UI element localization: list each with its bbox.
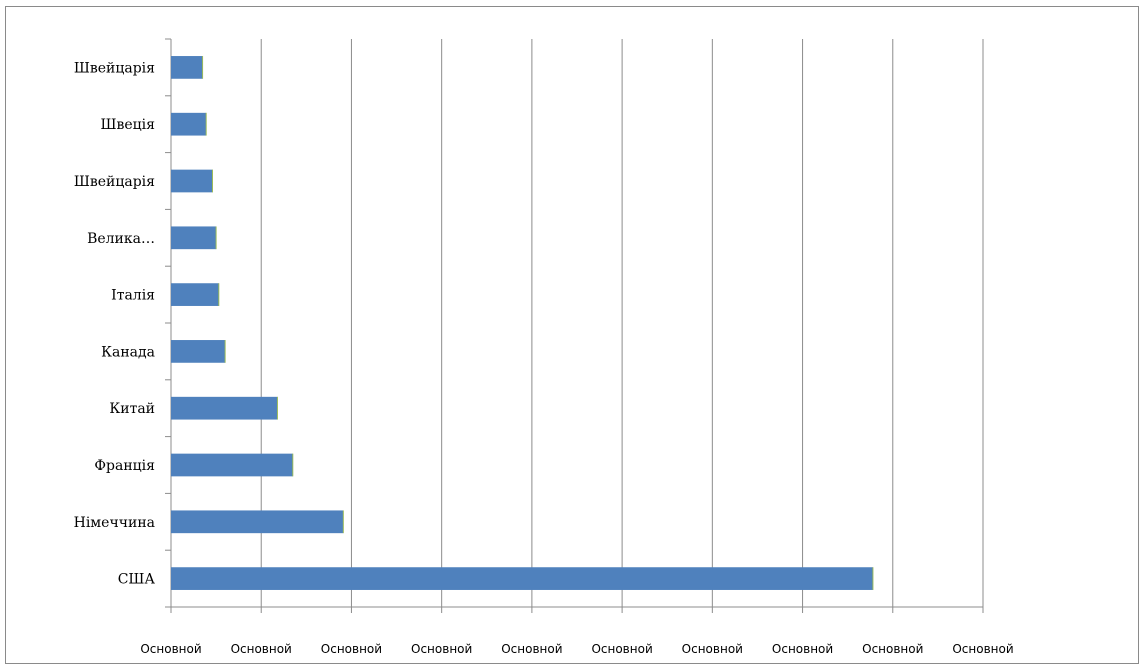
category-label: Канада — [101, 344, 155, 360]
x-tick-label: Основной — [321, 642, 382, 656]
x-tick-label: Основной — [682, 642, 743, 656]
category-label: Франція — [94, 458, 155, 474]
x-tick-label: Основной — [501, 642, 562, 656]
x-tick-label: Основной — [411, 642, 472, 656]
bar-3 — [171, 169, 213, 193]
bar-1 — [171, 56, 203, 79]
bar-2 — [171, 112, 207, 136]
x-tick-label: Основной — [591, 642, 652, 656]
x-tick-label: Основной — [772, 642, 833, 656]
bar-8 — [171, 453, 293, 477]
bar-4 — [171, 226, 217, 250]
bar-7 — [171, 396, 278, 420]
category-label: Китай — [109, 401, 155, 417]
category-label: Швеція — [101, 117, 156, 133]
x-tick-label: Основной — [140, 642, 201, 656]
bar-10 — [171, 567, 873, 590]
chart-frame: Швейцарія Швеція Швейцарія Велика… Італія Кан… — [5, 6, 1139, 664]
category-label: Німеччина — [74, 515, 155, 531]
x-tick-label: Основной — [862, 642, 923, 656]
category-label: Італія — [111, 288, 155, 304]
category-label: Швейцарія — [74, 174, 155, 190]
x-tick-label: Основной — [231, 642, 292, 656]
category-label: Велика… — [87, 231, 155, 247]
x-tick-label: Основной — [952, 642, 1013, 656]
category-label: США — [118, 572, 156, 588]
bar-9 — [171, 510, 344, 534]
bar-chart: Швейцарія Швеція Швейцарія Велика… Італія Кан… — [74, 38, 1014, 656]
bar-5 — [171, 283, 219, 306]
category-label: Швейцарія — [74, 60, 155, 76]
bar-6 — [171, 340, 226, 363]
